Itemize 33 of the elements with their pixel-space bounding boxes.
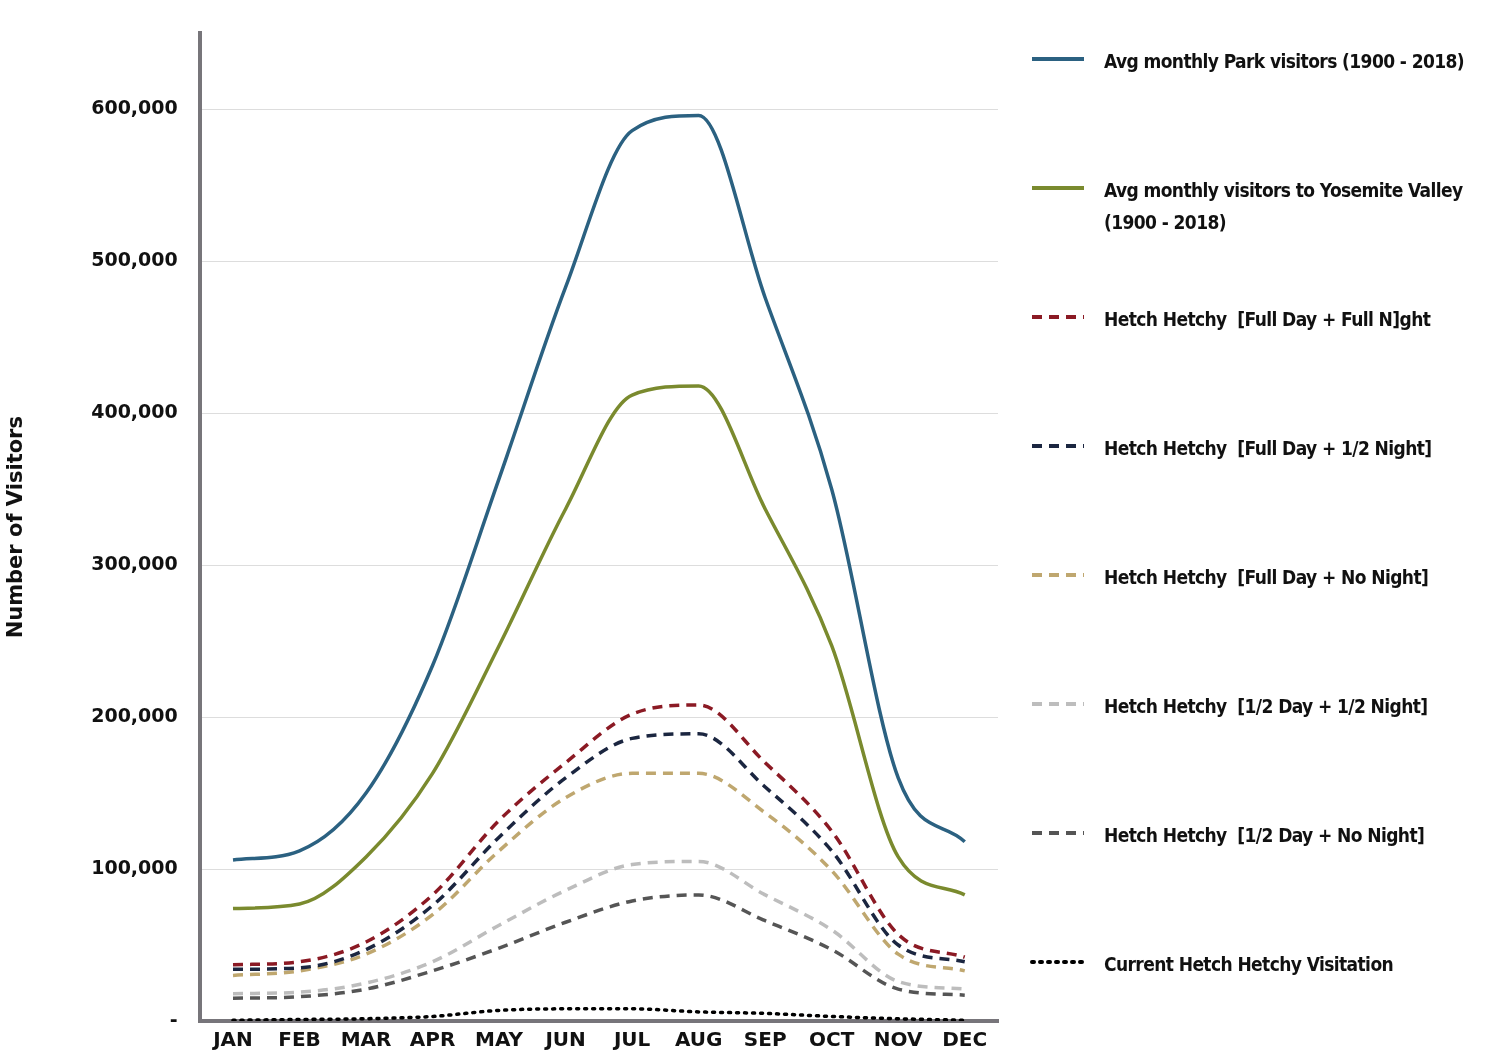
x-tick-label: SEP xyxy=(743,1027,787,1052)
legend-label: Avg monthly Park visitors (1900 - 2018) xyxy=(1104,49,1465,74)
x-tick-label: FEB xyxy=(278,1027,321,1052)
legend-label: Hetch Hetchy [Full Day + 1/2 Night] xyxy=(1104,436,1432,461)
legend-label: Hetch Hetchy [1/2 Day + No Night] xyxy=(1104,823,1425,848)
y-axis-title: Number of Visitors xyxy=(3,416,28,639)
x-tick-label: APR xyxy=(409,1027,456,1052)
legend-label: Hetch Hetchy [Full Day + Full N]ght xyxy=(1104,307,1431,332)
legend-label: Hetch Hetchy [1/2 Day + 1/2 Night] xyxy=(1104,694,1428,719)
legend-label: Hetch Hetchy [Full Day + No Night] xyxy=(1104,565,1429,590)
line-series xyxy=(231,893,967,1000)
y-tick-label: 500,000 xyxy=(91,248,178,271)
x-tick-label: MAR xyxy=(340,1027,392,1052)
line-series xyxy=(231,771,967,978)
legend-label: Avg monthly visitors to Yosemite Valley (1900 - 2018) xyxy=(1104,178,1464,235)
x-tick-label: JAN xyxy=(211,1027,253,1052)
line-series xyxy=(231,384,967,911)
line-series xyxy=(231,113,967,862)
legend-label: Current Hetch Hetchy Visitation xyxy=(1104,952,1394,977)
y-tick-label: 100,000 xyxy=(91,856,178,878)
x-tick-label: OCT xyxy=(809,1027,855,1052)
line-series xyxy=(231,1007,967,1021)
x-tick-label: DEC xyxy=(942,1027,988,1052)
y-tick-label: 200,000 xyxy=(91,704,178,727)
y-tick-label: - xyxy=(169,1007,178,1030)
x-tick-label: JUL xyxy=(611,1027,651,1052)
x-tick-label: JUN xyxy=(543,1027,586,1052)
x-tick-label: MAY xyxy=(475,1027,524,1052)
y-tick-label: 400,000 xyxy=(91,400,178,423)
x-tick-label: NOV xyxy=(873,1027,924,1052)
y-tick-label: 300,000 xyxy=(91,552,178,575)
x-tick-label: AUG xyxy=(674,1027,723,1052)
y-tick-label: 600,000 xyxy=(91,96,178,119)
